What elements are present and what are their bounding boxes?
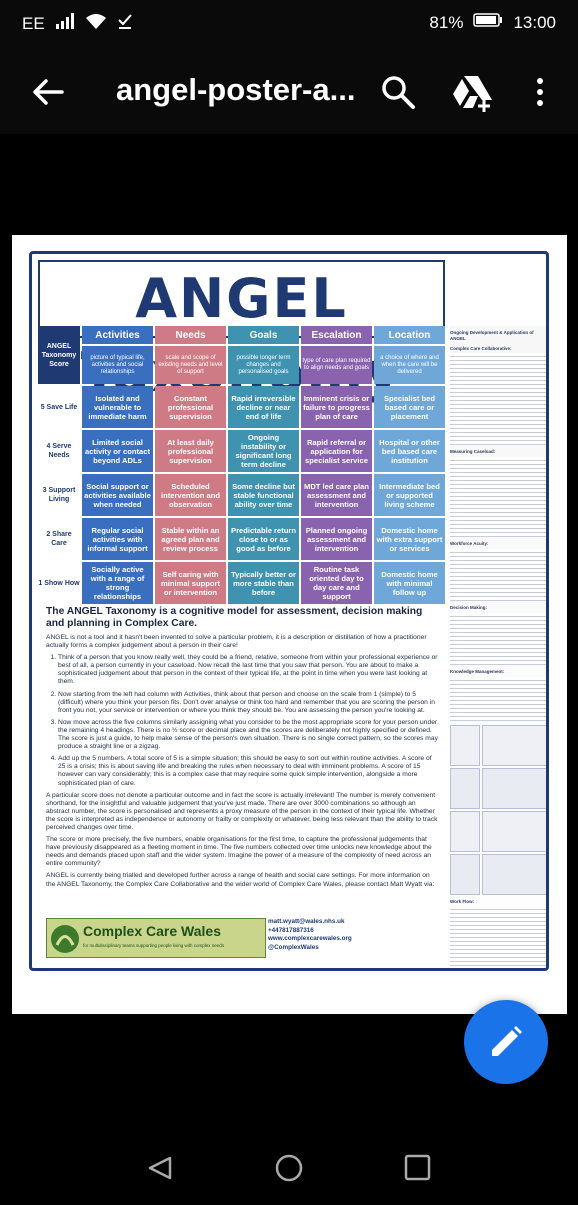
grid-cell: Some decline but stable functional abili… (228, 474, 299, 516)
logo-tagline: for multidisciplinary teams supporting p… (83, 943, 225, 948)
row-label: 3 Support Living (38, 474, 80, 516)
side-text-block (450, 676, 546, 721)
side-heading: Complex Care Collaborative: (450, 345, 512, 351)
grid-cell: Regular social activities with informal … (82, 518, 153, 560)
file-title: angel-poster-a... (116, 72, 356, 107)
pencil-icon (492, 1026, 522, 1056)
row-label: 2 Share Care (38, 518, 80, 560)
grid-cell: Typically better or more stable than bef… (228, 562, 299, 604)
search-icon[interactable] (378, 72, 418, 112)
clock: 13:00 (513, 12, 556, 32)
grid-cell: Intermediate bed or supported living sch… (374, 474, 445, 516)
grid-cell: Domestic home with extra support or serv… (374, 518, 445, 560)
row-label: 4 Serve Needs (38, 430, 80, 472)
intro-text: ANGEL is not a tool and it hasn't been i… (46, 634, 427, 650)
column-description: scale and scope of existing needs and le… (155, 346, 226, 384)
step-item: Think of a person that you know really w… (58, 654, 439, 686)
side-text-block (450, 548, 546, 601)
nav-recents-icon[interactable] (404, 1154, 431, 1181)
column-header: Activities (82, 326, 153, 344)
grid-cell: Hospital or other bed based care institu… (374, 430, 445, 472)
grid-cell: Routine task oriented day to day care an… (301, 562, 372, 604)
column-description: picture of typical life, activities and … (82, 346, 153, 384)
description-panel: The ANGEL Taxonomy is a cognitive model … (46, 606, 439, 958)
grid-cell: Limited social activity or contact beyon… (82, 430, 153, 472)
grid-cell: MDT led care plan assessment and interve… (301, 474, 372, 516)
grid-cell: Rapid irreversible decline or near end o… (228, 386, 299, 428)
grid-cell: Domestic home with minimal follow up (374, 562, 445, 604)
grid-cell: Constant professional supervision (155, 386, 226, 428)
body-paragraph: The score or more precisely, the five nu… (46, 836, 432, 868)
side-heading: Knowledge Management: (450, 668, 505, 674)
angel-poster: ANGEL Taxonomy ANGEL Taxonomy Score Acti… (29, 251, 549, 971)
twitter-handle: @ComplexWales (268, 943, 319, 951)
signal-icon (55, 12, 75, 35)
column-header: Goals (228, 326, 299, 344)
add-to-drive-icon[interactable] (452, 74, 494, 112)
side-heading: Work Flow: (450, 898, 475, 904)
document-page[interactable]: ANGEL Taxonomy ANGEL Taxonomy Score Acti… (12, 235, 567, 1014)
row-label: 1 Show How (38, 562, 80, 604)
logo-name: Complex Care Wales (83, 923, 221, 939)
app-bar: angel-poster-a... (0, 46, 578, 134)
grid-cell: Specialist bed based care or placement (374, 386, 445, 428)
status-bar: EE 81% 13:00 (0, 0, 578, 46)
step-item: Now move across the five columns similar… (58, 719, 439, 751)
column-header: Location (374, 326, 445, 344)
website-link[interactable]: www.complexcarewales.org (268, 935, 352, 942)
nav-back-icon[interactable] (148, 1156, 172, 1180)
complex-care-wales-logo: Complex Care Wales for multidisciplinary… (46, 918, 266, 958)
grid-cell: Scheduled intervention and observation (155, 474, 226, 516)
grid-cell: Ongoing instability or significant long … (228, 430, 299, 472)
column-header: Escalation (301, 326, 372, 344)
side-heading: Measuring Caseload: (450, 449, 496, 455)
download-done-icon (117, 12, 133, 35)
navigation-bar (0, 1136, 578, 1200)
side-heading: Workforce Acuity: (450, 541, 489, 547)
grid-cell: Socially active with a range of strong r… (82, 562, 153, 604)
carrier-label: EE (22, 13, 45, 33)
nav-home-icon[interactable] (275, 1154, 303, 1182)
wifi-icon (85, 12, 107, 35)
description-heading: The ANGEL Taxonomy is a cognitive model … (46, 606, 423, 629)
grid-cell: At least daily professional supervision (155, 430, 226, 472)
battery-percent: 81% (429, 12, 464, 32)
column-header: Needs (155, 326, 226, 344)
column-description: possible longer term changes and persona… (228, 346, 299, 384)
email-link[interactable]: matt.wyatt@wales.nhs.uk (268, 918, 345, 925)
body-paragraph: A particular score does not denote a par… (46, 791, 438, 831)
grid-cell: Predictable return close to or as good a… (228, 518, 299, 560)
side-text-block (450, 353, 546, 446)
side-column: Ongoing Development & Application of ANG… (450, 326, 546, 968)
column-description: type of care plan required to align need… (301, 346, 372, 384)
side-text-block (450, 906, 546, 968)
edit-fab-button[interactable] (464, 1000, 548, 1084)
contact-details: matt.wyatt@wales.nhs.uk +447817887316 ww… (268, 918, 418, 958)
grid-cell: Social support or activities available w… (82, 474, 153, 516)
side-text-block (450, 612, 546, 665)
step-item: Add up the 5 numbers. A total score of 5… (58, 755, 439, 787)
steps-list: Think of a person that you know really w… (58, 654, 439, 787)
side-heading: Decision Making: (450, 604, 488, 610)
grid-cell: Stable within an agreed plan and review … (155, 518, 226, 560)
grid-cell: Planned ongoing assessment and intervent… (301, 518, 372, 560)
grid-cell: Self caring with minimal support or inte… (155, 562, 226, 604)
side-heading: Ongoing Development & Application of ANG… (450, 330, 534, 341)
row-label: 5 Save Life (38, 386, 80, 428)
phone-text: +447817887316 (268, 926, 314, 934)
taxonomy-grid: ANGEL Taxonomy Score Activities Needs Go… (38, 326, 445, 604)
grid-corner: ANGEL Taxonomy Score (38, 326, 80, 384)
body-paragraph: ANGEL is currently being trialled and de… (46, 872, 435, 888)
column-description: a choice of where and when the care will… (374, 346, 445, 384)
back-arrow-icon[interactable] (28, 72, 68, 112)
side-table (450, 724, 546, 895)
logo-emblem-icon (51, 925, 79, 953)
more-options-icon[interactable] (528, 72, 552, 112)
side-text-block (450, 457, 546, 538)
battery-icon (473, 12, 503, 33)
grid-cell: Isolated and vulnerable to immediate har… (82, 386, 153, 428)
grid-cell: Rapid referral or application for specia… (301, 430, 372, 472)
step-item: Now starting from the left had column wi… (58, 691, 439, 715)
grid-cell: Imminent crisis or failure to progress p… (301, 386, 372, 428)
